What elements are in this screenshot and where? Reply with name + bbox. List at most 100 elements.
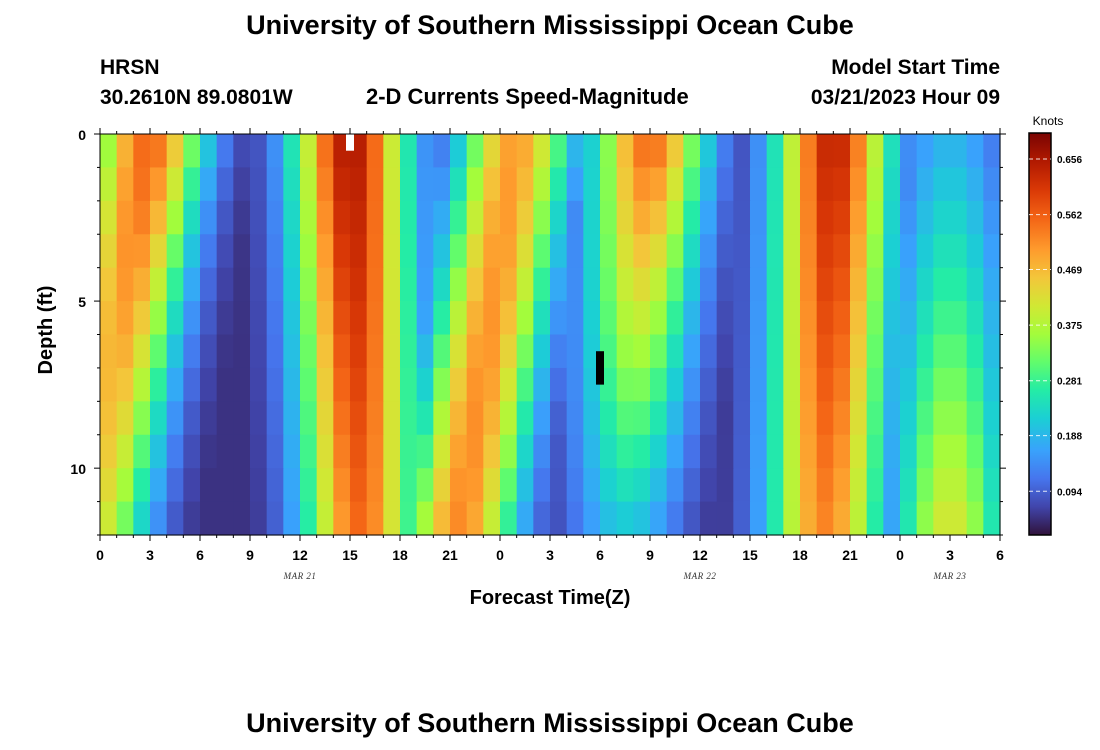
- heatmap-cell: [633, 200, 651, 235]
- heatmap-cell: [400, 301, 418, 336]
- colorbar-tick-label: 0.281: [1057, 377, 1082, 388]
- heatmap-cell: [133, 200, 151, 235]
- heatmap-cell: [866, 267, 884, 302]
- heatmap-cell: [883, 334, 901, 369]
- heatmap-cell: [583, 234, 601, 269]
- heatmap-cell: [166, 200, 184, 235]
- heatmap-cell: [950, 334, 968, 369]
- date-label: MAR 23: [933, 571, 967, 581]
- y-axis-title: Depth (ft): [35, 286, 57, 375]
- heatmap-cell: [200, 200, 218, 235]
- heatmap-cell: [550, 200, 568, 235]
- heatmap-cell: [950, 367, 968, 402]
- y-tick-label: 0: [78, 127, 86, 143]
- heatmap-cell: [900, 301, 918, 336]
- heatmap-cell: [583, 468, 601, 503]
- heatmap-cell: [783, 167, 801, 202]
- heatmap-cell: [233, 134, 251, 169]
- heatmap-cell: [116, 434, 134, 469]
- heatmap-cell: [750, 434, 768, 469]
- heatmap-cell: [300, 200, 318, 235]
- heatmap-cell: [916, 200, 934, 235]
- heatmap-cell: [333, 434, 351, 469]
- heatmap-cell: [766, 167, 784, 202]
- heatmap-cell: [433, 200, 451, 235]
- heatmap-cell: [466, 200, 484, 235]
- heatmap-cell: [566, 267, 584, 302]
- heatmap-cell: [650, 301, 668, 336]
- heatmap-cell: [916, 134, 934, 169]
- heatmap-cell: [450, 167, 468, 202]
- heatmap-cell: [933, 367, 951, 402]
- heatmap-cell: [616, 267, 634, 302]
- heatmap-cell: [783, 468, 801, 503]
- heatmap-cell: [666, 334, 684, 369]
- heatmap-cell: [716, 234, 734, 269]
- heatmap-cell: [200, 167, 218, 202]
- heatmap-cell: [200, 301, 218, 336]
- heatmap-cell: [200, 501, 218, 536]
- heatmap-cell: [766, 468, 784, 503]
- heatmap-cell: [450, 234, 468, 269]
- heatmap-cell: [433, 167, 451, 202]
- heatmap-cell: [150, 434, 168, 469]
- heatmap-cell: [383, 267, 401, 302]
- heatmap-cell: [850, 167, 868, 202]
- heatmap-cell: [500, 434, 518, 469]
- heatmap-cell: [133, 367, 151, 402]
- heatmap-cell: [800, 401, 818, 436]
- heatmap-cell: [716, 367, 734, 402]
- heatmap-cell: [750, 334, 768, 369]
- heatmap-cell: [900, 501, 918, 536]
- heatmap-cells: [100, 134, 1001, 536]
- heatmap-cell: [950, 134, 968, 169]
- heatmap-cell: [216, 267, 234, 302]
- heatmap-cell: [966, 334, 984, 369]
- heatmap-cell: [316, 134, 334, 169]
- heatmap-cell: [266, 367, 284, 402]
- heatmap-cell: [283, 200, 301, 235]
- colorbar-tick-label: 0.469: [1057, 266, 1082, 277]
- heatmap-cell: [366, 234, 384, 269]
- heatmap-cell: [166, 468, 184, 503]
- heatmap-cell: [350, 468, 368, 503]
- heatmap-cell: [516, 234, 534, 269]
- heatmap-cell: [650, 434, 668, 469]
- heatmap-cell: [933, 134, 951, 169]
- heatmap-cell: [300, 501, 318, 536]
- heatmap-cell: [200, 267, 218, 302]
- heatmap-cell: [266, 434, 284, 469]
- heatmap-cell: [116, 167, 134, 202]
- heatmap-cell: [100, 267, 118, 302]
- heatmap-cell: [216, 367, 234, 402]
- heatmap-cell: [800, 167, 818, 202]
- heatmap-cell: [150, 367, 168, 402]
- heatmap-cell: [250, 434, 268, 469]
- heatmap-cell: [233, 367, 251, 402]
- x-tick-label: 3: [146, 547, 154, 563]
- heatmap-cell: [100, 334, 118, 369]
- heatmap-cell: [116, 134, 134, 169]
- heatmap-cell: [183, 134, 201, 169]
- heatmap-cell: [316, 167, 334, 202]
- heatmap-cell: [700, 234, 718, 269]
- heatmap-cell: [533, 200, 551, 235]
- heatmap-cell: [250, 234, 268, 269]
- heatmap-cell: [800, 134, 818, 169]
- heatmap-cell: [150, 234, 168, 269]
- heatmap-cell: [516, 167, 534, 202]
- heatmap-cell: [733, 200, 751, 235]
- heatmap-cell: [966, 200, 984, 235]
- heatmap-cell: [283, 468, 301, 503]
- heatmap-cell: [183, 367, 201, 402]
- heatmap-cell: [950, 301, 968, 336]
- heatmap-cell: [466, 367, 484, 402]
- heatmap-cell: [866, 301, 884, 336]
- heatmap-cell: [633, 301, 651, 336]
- heatmap-cell: [333, 334, 351, 369]
- heatmap-cell: [150, 200, 168, 235]
- heatmap-cell: [566, 134, 584, 169]
- heatmap-cell: [516, 401, 534, 436]
- heatmap-cell: [100, 234, 118, 269]
- heatmap-cell: [333, 367, 351, 402]
